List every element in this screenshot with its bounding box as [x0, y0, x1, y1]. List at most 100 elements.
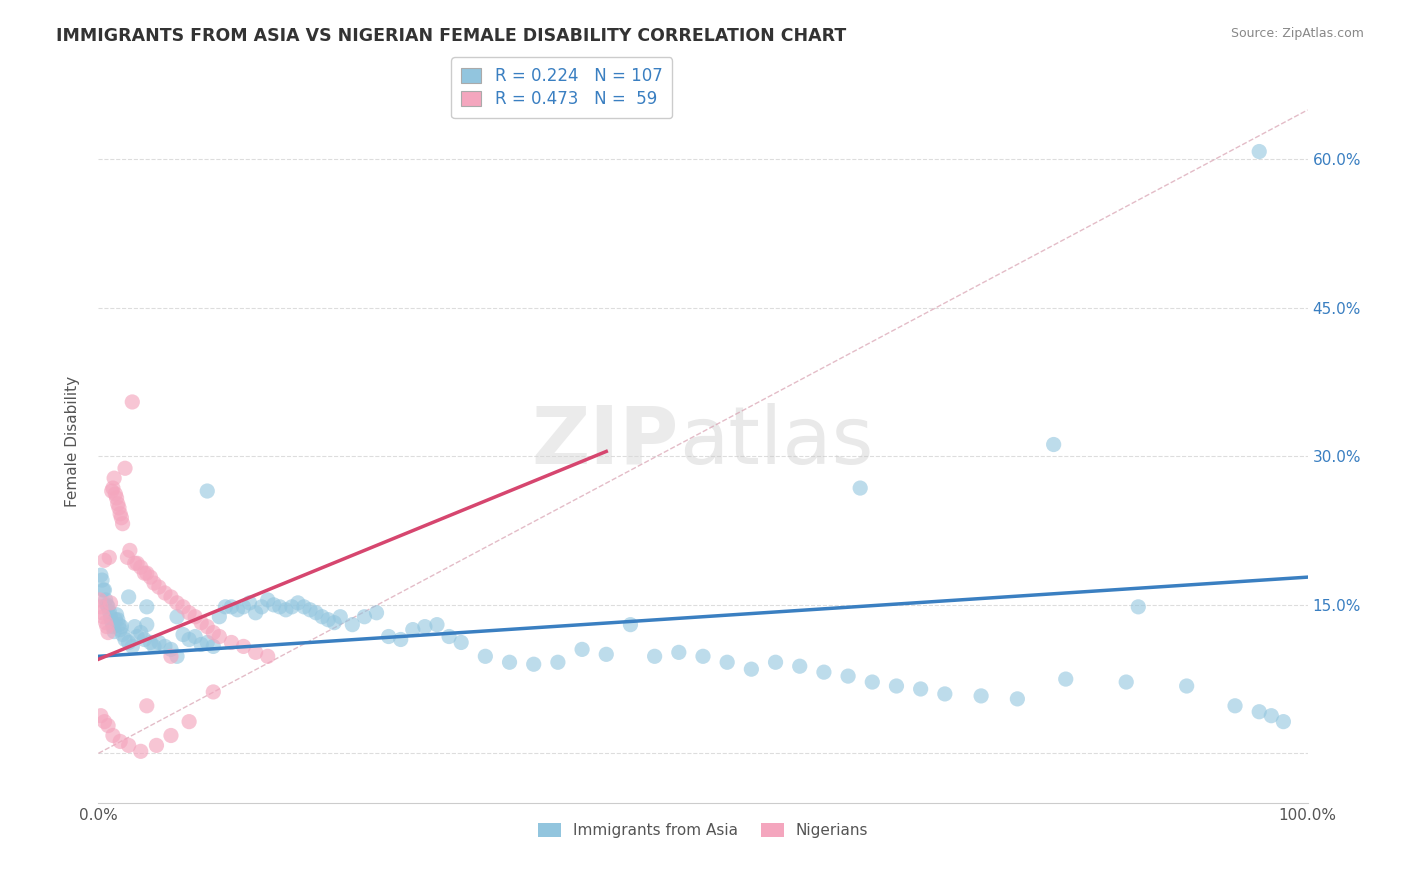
Point: [153, 586, 176, 600]
Point: [90, 568, 112, 582]
Point: [100, 596, 122, 610]
Point: [619, 617, 641, 632]
Point: [108, 617, 131, 632]
Point: [121, 395, 143, 409]
Point: [97, 599, 120, 614]
Point: [208, 609, 231, 624]
Point: [101, 619, 124, 633]
Point: [571, 642, 593, 657]
Point: [118, 739, 141, 753]
Point: [93, 553, 115, 567]
Point: [93, 714, 115, 729]
Point: [98, 605, 121, 619]
Point: [94, 615, 117, 630]
Point: [523, 657, 546, 672]
Point: [139, 635, 162, 649]
Point: [97, 718, 120, 732]
Point: [179, 714, 201, 729]
Point: [970, 689, 993, 703]
Point: [195, 635, 218, 649]
Point: [644, 649, 666, 664]
Point: [1260, 708, 1282, 723]
Point: [134, 566, 156, 581]
Point: [287, 596, 309, 610]
Point: [366, 606, 388, 620]
Point: [292, 599, 315, 614]
Point: [299, 603, 322, 617]
Point: [111, 516, 134, 531]
Point: [740, 662, 762, 676]
Point: [101, 481, 124, 495]
Point: [153, 640, 176, 654]
Point: [110, 619, 132, 633]
Point: [160, 642, 183, 657]
Point: [121, 640, 143, 654]
Point: [437, 630, 460, 644]
Point: [342, 617, 364, 632]
Point: [107, 497, 129, 511]
Point: [129, 625, 152, 640]
Point: [934, 687, 956, 701]
Point: [450, 635, 472, 649]
Point: [692, 649, 714, 664]
Point: [1223, 698, 1246, 713]
Point: [134, 632, 156, 647]
Point: [1128, 599, 1150, 614]
Point: [245, 645, 267, 659]
Text: atlas: atlas: [679, 402, 873, 481]
Point: [110, 510, 132, 524]
Point: [837, 669, 859, 683]
Point: [221, 635, 243, 649]
Point: [143, 576, 166, 591]
Point: [135, 617, 157, 632]
Point: [118, 590, 141, 604]
Point: [114, 461, 136, 475]
Point: [160, 729, 183, 743]
Point: [129, 560, 152, 574]
Point: [143, 640, 166, 654]
Point: [105, 607, 128, 622]
Point: [195, 619, 218, 633]
Point: [765, 655, 787, 669]
Point: [108, 507, 131, 521]
Point: [232, 599, 254, 614]
Point: [124, 619, 146, 633]
Point: [103, 471, 125, 485]
Point: [118, 635, 141, 649]
Point: [849, 481, 872, 495]
Legend: Immigrants from Asia, Nigerians: Immigrants from Asia, Nigerians: [530, 815, 876, 846]
Text: IMMIGRANTS FROM ASIA VS NIGERIAN FEMALE DISABILITY CORRELATION CHART: IMMIGRANTS FROM ASIA VS NIGERIAN FEMALE …: [56, 27, 846, 45]
Point: [179, 606, 201, 620]
Point: [311, 609, 333, 624]
Point: [789, 659, 811, 673]
Point: [100, 609, 122, 624]
Point: [1175, 679, 1198, 693]
Point: [148, 635, 170, 649]
Point: [353, 609, 375, 624]
Point: [263, 598, 285, 612]
Point: [160, 649, 183, 664]
Point: [1272, 714, 1295, 729]
Point: [202, 640, 225, 654]
Point: [114, 632, 136, 647]
Point: [860, 675, 883, 690]
Point: [886, 679, 908, 693]
Y-axis label: Female Disability: Female Disability: [65, 376, 80, 508]
Point: [179, 632, 201, 647]
Point: [202, 685, 225, 699]
Point: [813, 665, 835, 680]
Point: [101, 729, 124, 743]
Point: [1249, 705, 1271, 719]
Point: [145, 739, 167, 753]
Point: [389, 632, 412, 647]
Point: [100, 483, 122, 498]
Point: [595, 648, 617, 662]
Point: [256, 593, 278, 607]
Point: [1115, 675, 1137, 690]
Point: [135, 698, 157, 713]
Point: [96, 598, 118, 612]
Text: ZIP: ZIP: [531, 402, 679, 481]
Point: [474, 649, 496, 664]
Point: [91, 609, 114, 624]
Point: [107, 613, 129, 627]
